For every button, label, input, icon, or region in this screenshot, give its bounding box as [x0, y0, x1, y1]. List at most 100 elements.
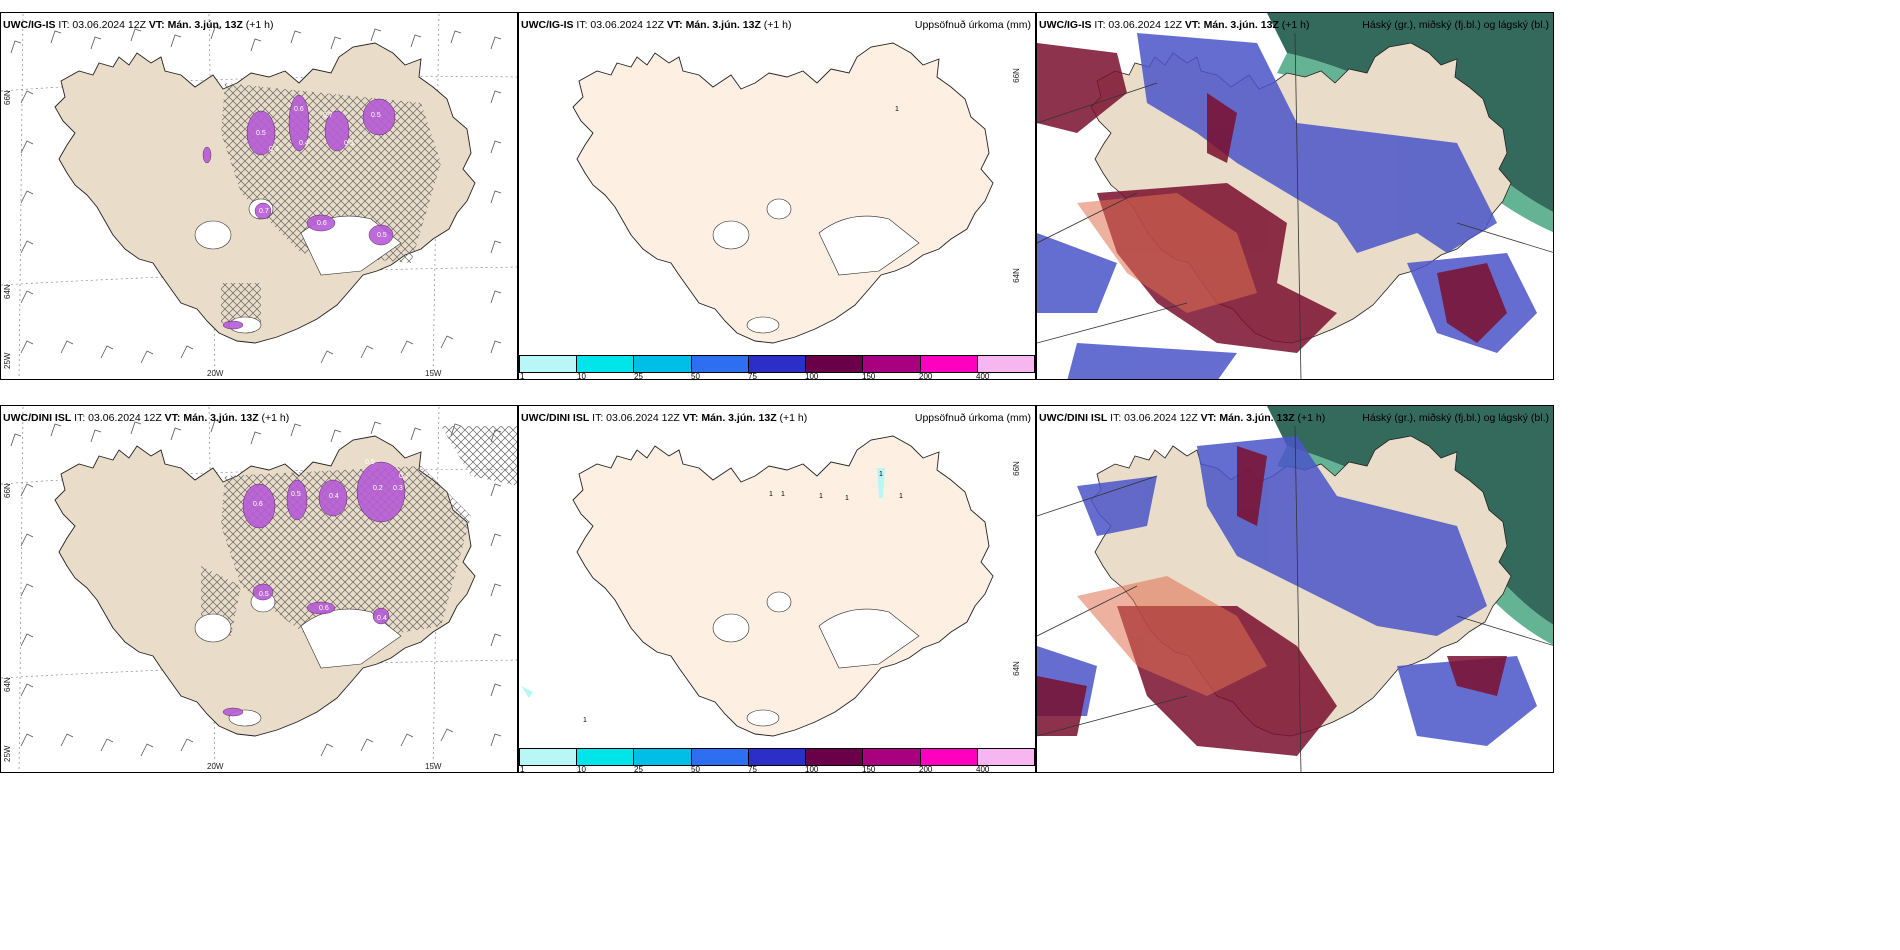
precip-mark: 1 [819, 493, 823, 500]
wind-value: 0.3 [393, 485, 403, 492]
precip-mark: 1 [895, 106, 899, 113]
colorbar-tick: 150 [862, 372, 876, 380]
precip-mark: 1 [879, 471, 883, 478]
colorbar-bin [691, 356, 749, 372]
lat-label: 64N [1011, 661, 1021, 676]
wind-value: 0.5 [259, 591, 269, 598]
colorbar-bin [634, 749, 692, 765]
lon-label: 15W [425, 762, 442, 771]
wind-value: 0.7 [259, 208, 269, 215]
lat-label: 66N [1011, 461, 1021, 476]
wind-value: 0.4 [329, 493, 339, 500]
colorbar-tick: 200 [919, 372, 933, 380]
wind-value: 0.6 [253, 501, 263, 508]
panel-product-title: Uppsöfnuð úrkoma (mm) [914, 412, 1031, 424]
panel-product-title: Háský (gr.), miðský (fj.bl.) og lágský (… [1362, 19, 1549, 31]
panel-header: UWC/IG-IS IT: 03.06.2024 12Z VT: Mán. 3.… [3, 19, 274, 31]
colorbar-bin [577, 356, 635, 372]
map-panel-igis-clouds: UWC/IG-IS IT: 03.06.2024 12Z VT: Mán. 3.… [1036, 12, 1554, 380]
colorbar-tick: 1 [520, 372, 525, 380]
colorbar-tick: 10 [577, 765, 586, 773]
colorbar-tick: 100 [805, 765, 819, 773]
wind-value: 0.4 [299, 140, 309, 147]
colorbar-tick: 25 [634, 372, 643, 380]
colorbar-bin [977, 749, 1034, 765]
precip-map: 1 1 1 1 1 1 1 [521, 435, 994, 737]
wind-value: 0.5 [256, 130, 266, 137]
colorbar-bin [920, 749, 978, 765]
colorbar-tick: 200 [919, 765, 933, 773]
wind-value: 0.6 [317, 220, 327, 227]
lon-label: 20W [207, 369, 224, 378]
wind-map: 0.6 0.5 0.4 0.5 0.2 0.3 0.1 0.5 0.4 0.6 [1, 406, 517, 772]
precip-mark: 1 [583, 717, 587, 724]
precip-mark: 1 [781, 491, 785, 498]
lat-label: 64N [1011, 268, 1021, 283]
panel-product-title: Uppsöfnuð úrkoma (mm) [914, 19, 1031, 31]
panel-header: UWC/DINI ISL IT: 03.06.2024 12Z VT: Mán.… [3, 412, 290, 424]
colorbar-tick: 50 [691, 372, 700, 380]
colorbar-bin [977, 356, 1034, 372]
colorbar [519, 355, 1035, 373]
map-panel-dini-wind: UWC/DINI ISL IT: 03.06.2024 12Z VT: Mán.… [0, 405, 518, 773]
colorbar-bin [520, 749, 578, 765]
colorbar-bin [634, 356, 692, 372]
lat-label: 64N [3, 284, 12, 299]
wind-value: 0.1 [399, 473, 409, 480]
wind-value: 0.2 [373, 485, 383, 492]
lat-label: 66N [3, 483, 12, 498]
lon-label: 25W [3, 352, 12, 369]
colorbar-tick: 150 [862, 765, 876, 773]
colorbar-bin [863, 356, 921, 372]
colorbar-bin [806, 749, 864, 765]
wind-value: 0.5 [365, 459, 375, 466]
wind-value: 0.7 [323, 112, 333, 119]
colorbar-tick: 75 [748, 372, 757, 380]
colorbar-bin [577, 749, 635, 765]
colorbar-tick: 25 [634, 765, 643, 773]
colorbar-bin [806, 356, 864, 372]
colorbar-tick: 50 [691, 765, 700, 773]
wind-value: 0.4 [377, 615, 387, 622]
colorbar-bin [920, 356, 978, 372]
colorbar-bin [863, 749, 921, 765]
panel-header: UWC/DINI ISL IT: 03.06.2024 12Z VT: Mán.… [521, 412, 808, 424]
colorbar-bin [520, 356, 578, 372]
wind-value: 0.3 [269, 146, 279, 153]
precip-mark: 1 [899, 493, 903, 500]
precip-mark: 1 [769, 491, 773, 498]
lat-label: 66N [3, 90, 12, 105]
map-panel-dini-precip: UWC/DINI ISL IT: 03.06.2024 12Z VT: Mán.… [518, 405, 1036, 773]
colorbar-tick: 400 [976, 372, 990, 380]
map-panel-dini-clouds: UWC/DINI ISL IT: 03.06.2024 12Z VT: Mán.… [1036, 405, 1554, 773]
colorbar-tick: 75 [748, 765, 757, 773]
wind-value: 0.6 [319, 605, 329, 612]
precip-mark: 1 [845, 495, 849, 502]
panel-product-title: Háský (gr.), miðský (fj.bl.) og lágský (… [1362, 412, 1549, 424]
cloud-map [1037, 13, 1553, 379]
panel-header: UWC/DINI ISL IT: 03.06.2024 12Z VT: Mán.… [1039, 412, 1326, 424]
cloud-map [1037, 406, 1553, 772]
wind-value: 0.5 [377, 232, 387, 239]
map-panel-igis-precip: UWC/IG-IS IT: 03.06.2024 12Z VT: Mán. 3.… [518, 12, 1036, 380]
lat-label: 64N [3, 677, 12, 692]
map-panel-igis-wind: UWC/IG-IS IT: 03.06.2024 12Z VT: Mán. 3.… [0, 12, 518, 380]
wind-value: 0.3 [344, 140, 354, 147]
wind-value: 0.6 [294, 106, 304, 113]
lon-label: 20W [207, 762, 224, 771]
colorbar-tick: 400 [976, 765, 990, 773]
colorbar-bin [691, 749, 749, 765]
panel-header: UWC/IG-IS IT: 03.06.2024 12Z VT: Mán. 3.… [521, 19, 792, 31]
lon-label: 15W [425, 369, 442, 378]
colorbar-bin [748, 749, 807, 765]
wind-map: 0.5 0.6 0.7 0.5 0.3 0.7 0.6 0.5 0.4 0.3 [1, 13, 517, 379]
wind-value: 0.5 [371, 112, 381, 119]
lon-label: 25W [3, 745, 12, 762]
colorbar-tick: 1 [520, 765, 525, 773]
lat-label: 66N [1011, 68, 1021, 83]
wind-value: 0.5 [291, 491, 301, 498]
colorbar [519, 748, 1035, 766]
colorbar-tick: 100 [805, 372, 819, 380]
colorbar-bin [748, 356, 807, 372]
colorbar-tick: 10 [577, 372, 586, 380]
